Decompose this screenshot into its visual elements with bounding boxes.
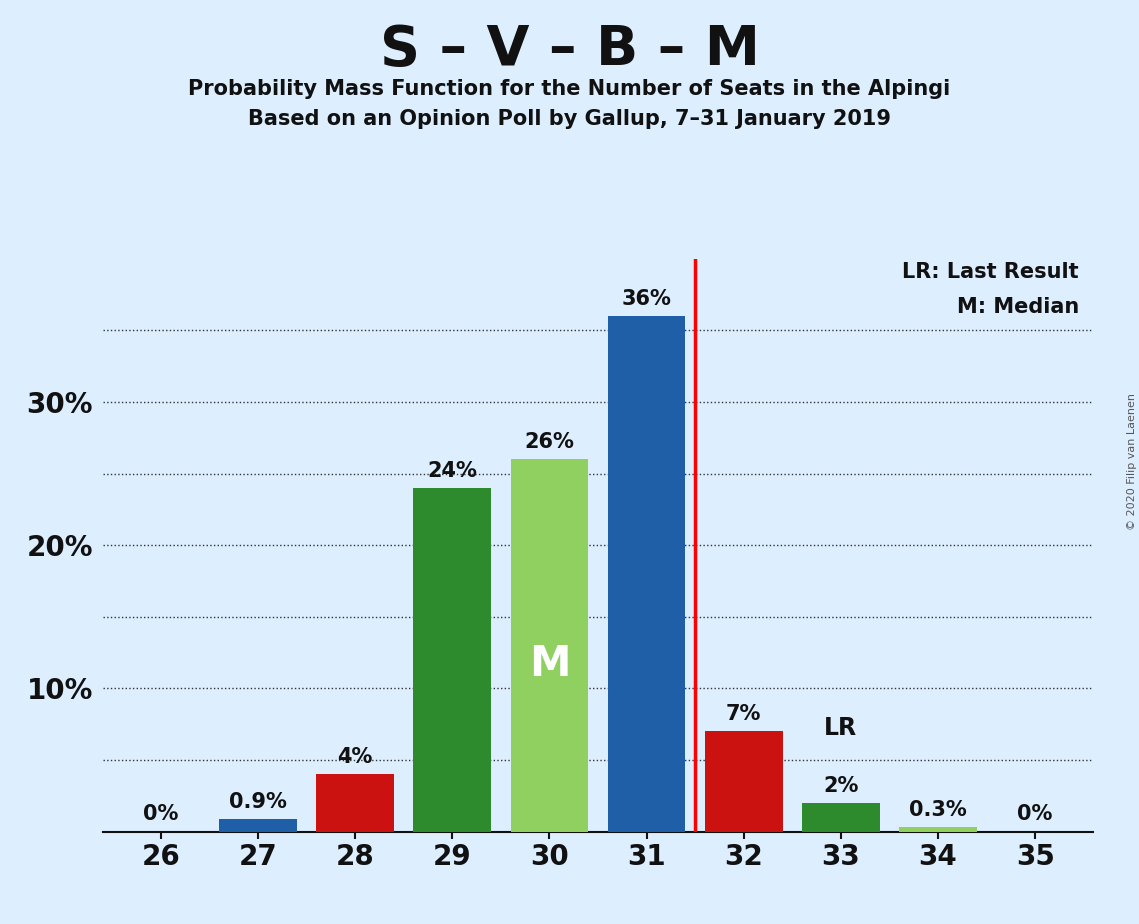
Text: 4%: 4%	[337, 748, 372, 767]
Bar	[705, 732, 782, 832]
Text: M: Median: M: Median	[957, 298, 1079, 317]
Text: LR: LR	[825, 716, 858, 740]
Bar	[510, 459, 588, 832]
Text: 7%: 7%	[726, 704, 761, 724]
Bar	[413, 488, 491, 832]
Bar	[219, 819, 297, 832]
Text: 36%: 36%	[622, 289, 672, 309]
Text: Probability Mass Function for the Number of Seats in the Alpingi: Probability Mass Function for the Number…	[188, 79, 951, 99]
Text: S – V – B – M: S – V – B – M	[379, 23, 760, 77]
Bar	[608, 316, 686, 832]
Bar	[802, 803, 879, 832]
Bar	[899, 827, 977, 832]
Text: 0%: 0%	[1017, 805, 1052, 824]
Text: 2%: 2%	[823, 776, 859, 796]
Text: 0.3%: 0.3%	[909, 800, 967, 821]
Text: M: M	[528, 643, 571, 685]
Text: 0%: 0%	[144, 805, 179, 824]
Text: Based on an Opinion Poll by Gallup, 7–31 January 2019: Based on an Opinion Poll by Gallup, 7–31…	[248, 109, 891, 129]
Bar	[317, 774, 394, 832]
Text: © 2020 Filip van Laenen: © 2020 Filip van Laenen	[1126, 394, 1137, 530]
Text: 0.9%: 0.9%	[229, 792, 287, 811]
Text: 26%: 26%	[524, 432, 574, 452]
Text: 24%: 24%	[427, 461, 477, 480]
Text: LR: Last Result: LR: Last Result	[902, 261, 1079, 282]
